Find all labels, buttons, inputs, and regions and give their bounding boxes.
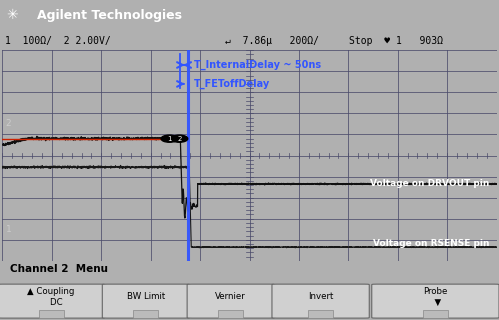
Circle shape [171, 135, 188, 142]
Text: 1: 1 [167, 136, 172, 142]
Text: 1: 1 [5, 225, 11, 234]
Text: Invert: Invert [308, 292, 333, 301]
Text: Voltage on DRVOUT pin: Voltage on DRVOUT pin [370, 180, 489, 188]
FancyBboxPatch shape [102, 284, 190, 318]
FancyBboxPatch shape [38, 310, 64, 317]
FancyBboxPatch shape [272, 284, 369, 318]
Text: ↵  7.86µ   200Ω/: ↵ 7.86µ 200Ω/ [225, 36, 318, 46]
FancyBboxPatch shape [308, 310, 333, 317]
FancyBboxPatch shape [372, 284, 499, 318]
Text: 2: 2 [177, 136, 182, 142]
Text: 2: 2 [5, 119, 11, 128]
Text: 1  100Ω/  2 2.00V/: 1 100Ω/ 2 2.00V/ [5, 36, 111, 46]
Text: Vernier: Vernier [216, 292, 246, 301]
FancyBboxPatch shape [133, 310, 158, 317]
Text: BW Limit: BW Limit [127, 292, 165, 301]
Text: Probe
  ▼: Probe ▼ [423, 286, 448, 307]
Text: T_InternalDelay ~ 50ns: T_InternalDelay ~ 50ns [194, 60, 321, 70]
Text: ▲ Coupling
    DC: ▲ Coupling DC [27, 286, 75, 307]
Text: ✳: ✳ [6, 8, 18, 22]
Text: T_FEToffDelay: T_FEToffDelay [194, 79, 270, 89]
Circle shape [161, 135, 178, 142]
FancyBboxPatch shape [423, 310, 448, 317]
Text: Voltage on RSENSE pin: Voltage on RSENSE pin [373, 239, 489, 248]
FancyBboxPatch shape [187, 284, 274, 318]
FancyBboxPatch shape [0, 284, 105, 318]
Text: Agilent Technologies: Agilent Technologies [37, 9, 183, 22]
Text: Channel 2  Menu: Channel 2 Menu [10, 264, 108, 274]
FancyBboxPatch shape [218, 310, 243, 317]
Text: Stop  ♥ 1   903Ω: Stop ♥ 1 903Ω [349, 36, 443, 46]
